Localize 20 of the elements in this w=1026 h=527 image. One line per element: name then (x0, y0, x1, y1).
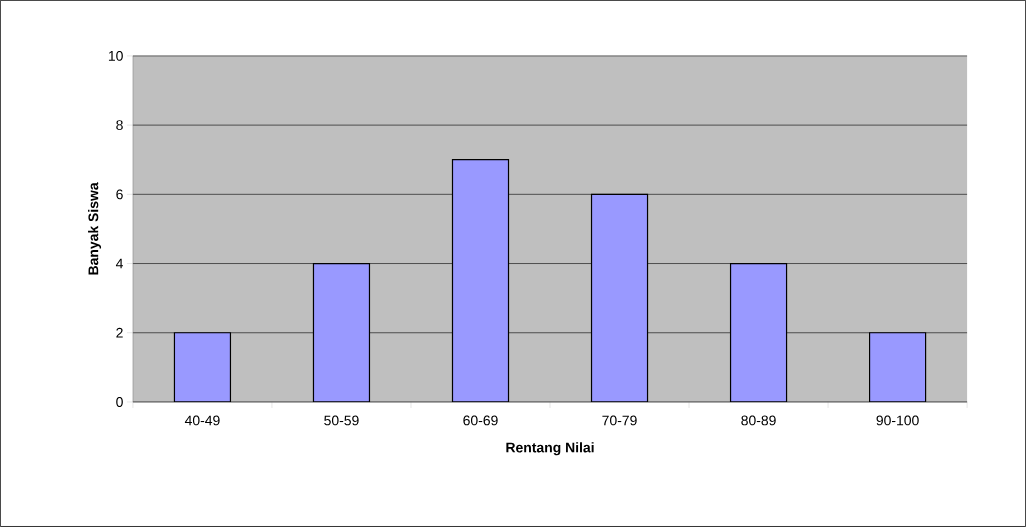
y-tick-label: 6 (116, 189, 123, 200)
y-tick-label: 10 (108, 50, 123, 61)
x-tick-label: 80-89 (741, 415, 776, 426)
x-tick-label: 40-49 (184, 415, 220, 426)
y-axis-title: Banyak Siswa (88, 182, 102, 275)
x-tick-label: 50-59 (324, 415, 359, 426)
bar (312, 262, 371, 403)
y-tick-label: 0 (116, 397, 123, 407)
bar (590, 193, 649, 403)
y-tick-label: 2 (116, 327, 123, 338)
bar (729, 262, 788, 403)
y-tick-label: 4 (115, 258, 123, 269)
x-axis-title: Rentang Nilai (506, 442, 594, 456)
bar (451, 159, 510, 403)
y-tick-label: 8 (116, 120, 123, 131)
x-tick-label: 90-100 (876, 415, 919, 426)
x-tick-label: 70-79 (602, 415, 637, 426)
bar (173, 332, 232, 403)
bar (868, 332, 927, 403)
x-tick-label: 60-69 (463, 415, 498, 426)
